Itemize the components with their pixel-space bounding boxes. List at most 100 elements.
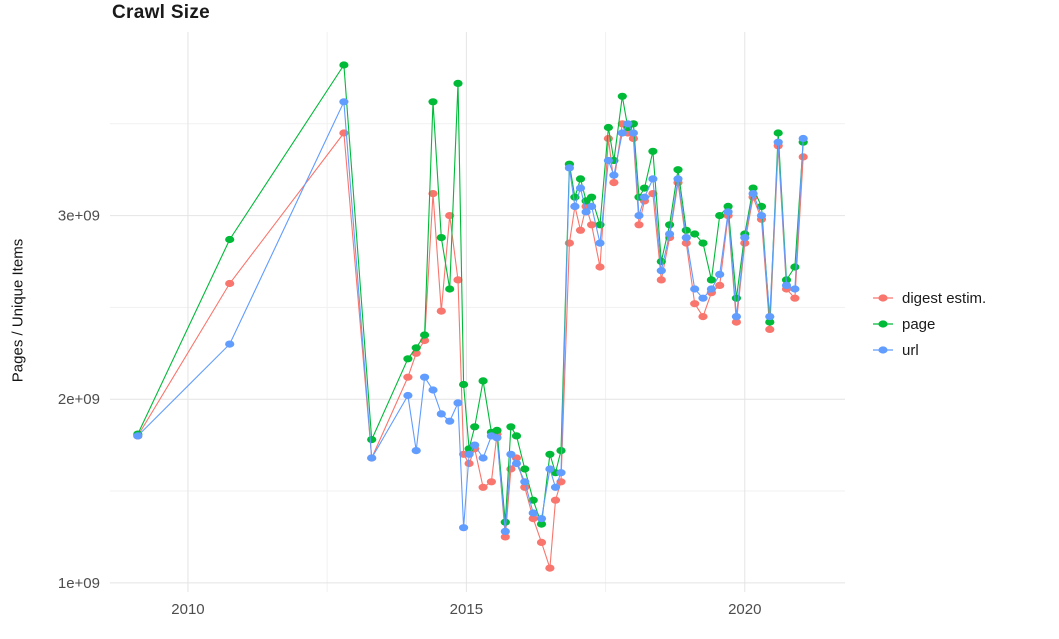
data-point-page bbox=[436, 234, 446, 242]
plot-area: 1e+09 2e+09 3e+09 2010 2015 2020 bbox=[58, 32, 845, 618]
data-point-page bbox=[748, 184, 758, 192]
legend-item-page: page bbox=[872, 314, 986, 334]
data-point-url bbox=[748, 190, 758, 198]
legend-label-digest-estim: digest estim. bbox=[902, 289, 987, 307]
data-point-page bbox=[445, 285, 455, 293]
data-point-url bbox=[528, 509, 538, 517]
data-point-digest-estim bbox=[634, 221, 644, 229]
data-point-page bbox=[690, 230, 700, 238]
data-point-url bbox=[773, 138, 783, 146]
data-point-digest-estim bbox=[648, 190, 658, 198]
data-point-url bbox=[609, 171, 619, 179]
data-point-page bbox=[617, 92, 627, 100]
data-point-url bbox=[339, 98, 349, 106]
data-point-page bbox=[420, 331, 430, 339]
legend-item-url: url bbox=[872, 340, 986, 360]
data-point-url bbox=[478, 454, 488, 462]
data-point-url bbox=[706, 285, 717, 293]
data-point-digest-estim bbox=[731, 318, 742, 326]
data-point-page bbox=[656, 257, 666, 266]
data-point-digest-estim bbox=[486, 478, 496, 486]
data-point-url bbox=[511, 459, 522, 468]
data-point-url bbox=[564, 164, 575, 172]
data-point-url bbox=[765, 313, 775, 321]
data-point-url bbox=[656, 267, 666, 275]
data-point-digest-estim bbox=[478, 483, 488, 491]
data-point-url bbox=[587, 202, 597, 210]
data-point-url bbox=[665, 230, 675, 238]
grid-minor bbox=[110, 32, 845, 592]
data-point-digest-estim bbox=[715, 281, 725, 289]
x-tick-label: 2015 bbox=[450, 601, 483, 618]
y-tick-label: 2e+09 bbox=[58, 391, 100, 408]
data-point-url bbox=[690, 285, 700, 293]
data-point-page bbox=[225, 235, 235, 244]
data-point-url bbox=[581, 208, 591, 216]
data-point-url bbox=[459, 524, 469, 532]
data-point-page bbox=[470, 423, 480, 431]
data-point-url bbox=[464, 450, 474, 458]
data-point-url bbox=[623, 120, 633, 128]
data-point-url bbox=[453, 399, 463, 407]
data-point-page bbox=[536, 520, 547, 528]
data-point-page bbox=[673, 166, 683, 174]
data-point-page bbox=[648, 147, 658, 155]
data-point-url bbox=[617, 129, 627, 137]
data-point-url bbox=[470, 441, 480, 449]
data-point-digest-estim bbox=[550, 496, 561, 504]
data-point-page bbox=[367, 436, 377, 444]
data-point-page bbox=[478, 377, 488, 385]
data-point-url bbox=[781, 281, 792, 289]
data-point-page bbox=[520, 465, 530, 473]
data-point-url bbox=[798, 134, 808, 143]
data-point-digest-estim bbox=[765, 325, 775, 333]
data-point-url bbox=[575, 184, 586, 192]
data-point-digest-estim bbox=[798, 153, 808, 161]
legend-label-page: page bbox=[902, 315, 936, 333]
legend-item-digest-estim: digest estim. bbox=[872, 288, 986, 308]
data-point-url bbox=[603, 156, 614, 165]
data-point-page bbox=[723, 202, 733, 210]
data-point-digest-estim bbox=[656, 276, 666, 284]
data-point-digest-estim bbox=[698, 313, 708, 321]
data-point-page bbox=[459, 380, 469, 389]
series-line-digest-estim bbox=[137, 122, 804, 569]
data-point-page bbox=[790, 263, 800, 271]
grid-major bbox=[110, 32, 845, 592]
data-point-digest-estim bbox=[428, 190, 438, 198]
data-point-digest-estim bbox=[403, 373, 413, 381]
data-point-url bbox=[506, 450, 516, 458]
data-point-page bbox=[428, 98, 438, 106]
legend-key-icon bbox=[873, 294, 893, 302]
data-point-url bbox=[740, 234, 750, 242]
data-point-url bbox=[428, 386, 438, 394]
data-point-page bbox=[731, 294, 742, 302]
data-point-url bbox=[420, 373, 430, 381]
data-point-page bbox=[587, 193, 597, 201]
data-point-page bbox=[575, 175, 586, 183]
data-point-url bbox=[681, 234, 691, 242]
data-point-url bbox=[731, 313, 742, 321]
data-point-digest-estim bbox=[436, 307, 446, 315]
data-point-page bbox=[511, 432, 522, 440]
data-point-digest-estim bbox=[225, 279, 235, 288]
data-point-page bbox=[603, 123, 614, 132]
x-tick-label: 2020 bbox=[728, 601, 761, 618]
data-point-digest-estim bbox=[681, 239, 691, 247]
data-point-url bbox=[520, 478, 530, 486]
data-point-url bbox=[133, 432, 143, 440]
series-url bbox=[133, 98, 808, 536]
data-point-page bbox=[773, 129, 783, 137]
data-point-url bbox=[790, 285, 800, 293]
data-point-digest-estim bbox=[445, 212, 455, 220]
data-point-url bbox=[556, 469, 566, 477]
data-point-digest-estim bbox=[528, 515, 538, 523]
data-point-digest-estim bbox=[740, 239, 750, 247]
data-point-url bbox=[492, 434, 502, 442]
data-point-url bbox=[536, 515, 547, 523]
data-point-url bbox=[628, 129, 639, 137]
data-point-url bbox=[634, 212, 644, 220]
data-point-url bbox=[500, 527, 510, 536]
chart-title: Crawl Size bbox=[112, 2, 211, 23]
data-point-digest-estim bbox=[603, 134, 614, 143]
